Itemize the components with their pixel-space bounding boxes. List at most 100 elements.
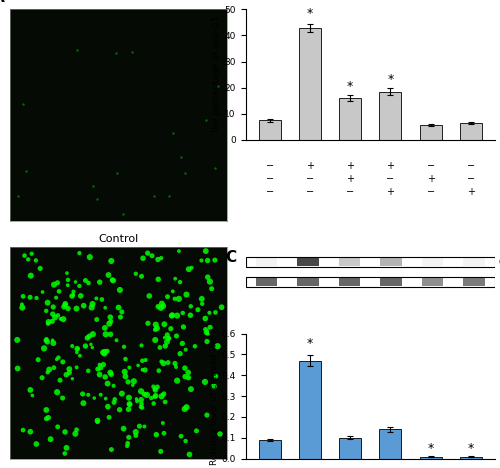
Point: [28, 250, 36, 257]
Bar: [338, 278, 360, 286]
Bar: [297, 258, 318, 266]
Point: [101, 373, 109, 380]
Text: *: *: [428, 442, 434, 455]
Bar: [339, 438, 361, 459]
Text: −: −: [386, 174, 394, 183]
Point: [194, 306, 202, 314]
Point: [152, 321, 160, 329]
Point: [54, 312, 62, 319]
Point: [202, 116, 210, 124]
Point: [106, 320, 114, 328]
Point: [78, 390, 86, 398]
Point: [103, 347, 111, 355]
Point: [157, 255, 165, 262]
Point: [59, 358, 67, 366]
Point: [175, 295, 183, 303]
Point: [96, 361, 104, 368]
Point: [90, 395, 98, 402]
Point: [80, 399, 88, 407]
Point: [211, 164, 219, 172]
Point: [56, 315, 64, 322]
Point: [170, 295, 178, 302]
Point: [182, 346, 190, 353]
Point: [42, 307, 50, 314]
Bar: [339, 98, 361, 140]
Point: [54, 423, 62, 431]
Point: [58, 395, 66, 402]
Point: [108, 276, 116, 284]
Point: [172, 332, 180, 340]
Point: [161, 398, 169, 406]
Point: [96, 278, 104, 286]
Point: [167, 325, 175, 332]
Point: [151, 385, 159, 393]
Point: [204, 257, 212, 264]
Point: [218, 304, 226, 311]
Point: [137, 388, 145, 395]
Point: [50, 339, 58, 347]
Point: [208, 285, 216, 292]
Point: [156, 448, 164, 455]
Point: [109, 277, 117, 284]
Point: [160, 334, 168, 341]
Point: [152, 392, 160, 400]
Point: [202, 314, 209, 322]
Point: [68, 343, 76, 350]
Point: [176, 278, 184, 286]
Point: [19, 101, 27, 108]
Point: [132, 270, 140, 278]
Point: [64, 281, 72, 289]
Point: [160, 321, 168, 328]
Point: [212, 373, 220, 380]
Text: Control: Control: [98, 234, 138, 244]
Text: β-actin: β-actin: [499, 278, 500, 286]
Point: [106, 330, 114, 338]
Point: [144, 249, 152, 257]
Point: [173, 377, 181, 384]
Point: [138, 342, 145, 349]
Point: [120, 343, 128, 351]
Point: [138, 404, 146, 411]
Point: [114, 169, 122, 176]
Point: [124, 439, 132, 447]
Point: [61, 428, 69, 436]
Point: [202, 248, 210, 255]
Point: [159, 302, 167, 310]
Point: [14, 192, 22, 200]
Point: [204, 329, 212, 337]
Point: [104, 380, 112, 388]
Point: [206, 309, 214, 316]
Point: [112, 49, 120, 57]
Point: [160, 390, 168, 398]
Point: [92, 316, 100, 323]
Point: [84, 334, 92, 342]
Point: [36, 265, 44, 272]
Point: [126, 401, 134, 408]
Point: [61, 450, 69, 457]
Point: [129, 381, 137, 389]
Point: [124, 406, 132, 413]
Point: [73, 345, 81, 352]
Bar: [299, 28, 321, 140]
Point: [138, 357, 146, 365]
Point: [44, 338, 52, 345]
Point: [94, 417, 102, 424]
Point: [136, 423, 143, 430]
Point: [88, 300, 96, 308]
Point: [204, 273, 212, 281]
Point: [214, 343, 222, 350]
Point: [139, 255, 147, 262]
Bar: [460, 457, 482, 459]
Text: −: −: [266, 187, 274, 197]
Point: [202, 329, 210, 336]
Point: [138, 272, 145, 280]
Point: [26, 428, 34, 435]
Point: [188, 264, 196, 271]
Point: [198, 295, 206, 303]
Point: [60, 315, 68, 323]
Point: [181, 169, 189, 176]
Point: [87, 341, 95, 348]
Bar: [380, 258, 402, 266]
Point: [70, 288, 78, 295]
Point: [82, 342, 90, 350]
